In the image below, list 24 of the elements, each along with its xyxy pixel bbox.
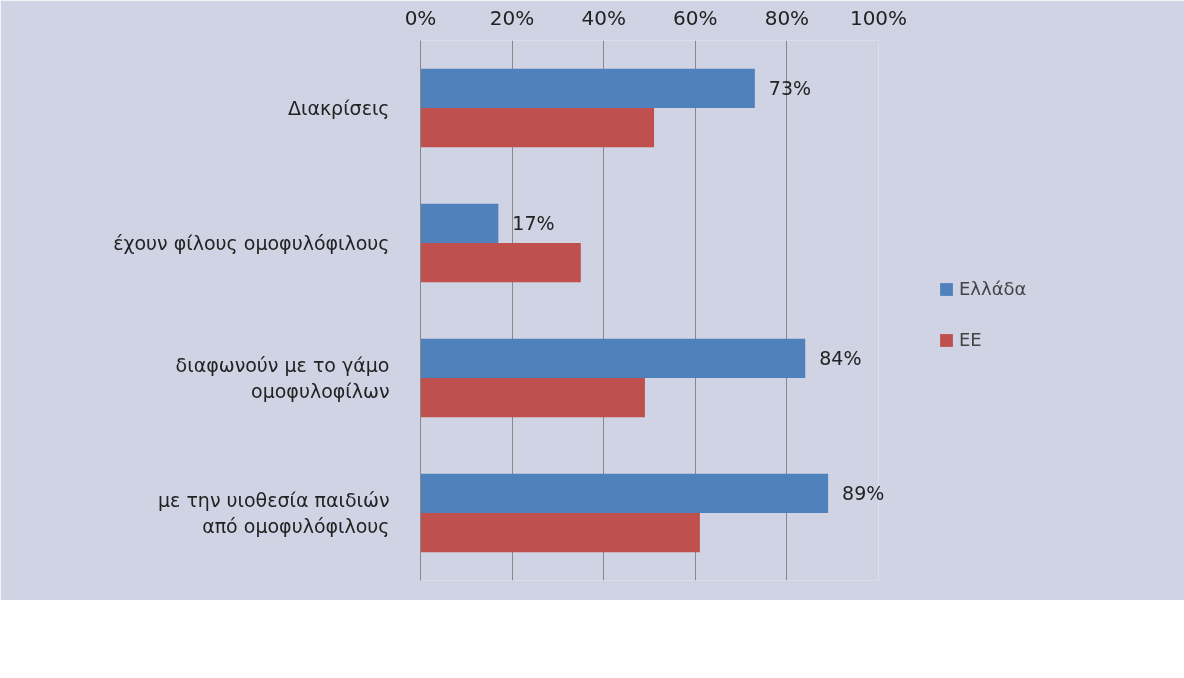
y-tick-label: έχουν φίλους ομοφυλόφιλους (113, 232, 390, 254)
y-tick-label: Διακρίσεις (287, 97, 390, 119)
bar (420, 203, 499, 243)
bar (420, 108, 655, 148)
y-tick-label: διαφωνούν με το γάμο ομοφυλοφίλων (175, 353, 390, 403)
bar (420, 68, 755, 108)
x-tick-label: 80% (764, 5, 810, 30)
data-label: 84% (819, 347, 862, 370)
y-tick-label: με την υιοθεσία παιδιών από ομοφυλόφιλους (158, 488, 390, 538)
data-label: 73% (768, 77, 812, 100)
data-label: 89% (842, 482, 885, 505)
bar (420, 243, 581, 283)
x-tick-label: 0% (404, 5, 437, 30)
legend-label: ΕΕ (959, 329, 982, 350)
legend-label: Ελλάδα (959, 278, 1027, 299)
x-tick-label: 60% (673, 5, 718, 30)
data-label: 17% (512, 212, 555, 235)
bar (420, 338, 806, 378)
x-tick-label: 20% (489, 5, 535, 30)
x-tick-label: 40% (581, 5, 626, 30)
x-tick-label: 100% (849, 5, 908, 30)
bar (420, 378, 645, 418)
bar (420, 513, 700, 553)
bar (420, 473, 829, 513)
